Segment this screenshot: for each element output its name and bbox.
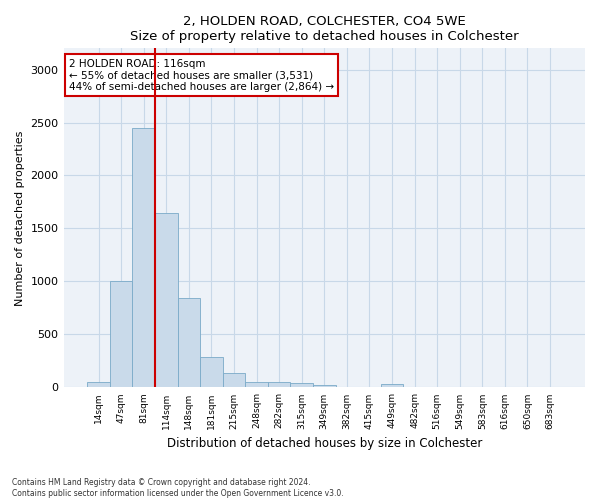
Bar <box>245 382 268 388</box>
Bar <box>381 384 403 388</box>
Bar <box>313 386 335 388</box>
Text: Contains HM Land Registry data © Crown copyright and database right 2024.
Contai: Contains HM Land Registry data © Crown c… <box>12 478 344 498</box>
Bar <box>223 372 245 388</box>
Bar <box>155 212 178 388</box>
Bar <box>268 382 290 388</box>
Bar <box>290 383 313 388</box>
Bar <box>200 356 223 388</box>
Title: 2, HOLDEN ROAD, COLCHESTER, CO4 5WE
Size of property relative to detached houses: 2, HOLDEN ROAD, COLCHESTER, CO4 5WE Size… <box>130 15 518 43</box>
Bar <box>335 387 358 388</box>
Bar <box>133 128 155 388</box>
X-axis label: Distribution of detached houses by size in Colchester: Distribution of detached houses by size … <box>167 437 482 450</box>
Bar <box>110 282 133 388</box>
Text: 2 HOLDEN ROAD: 116sqm
← 55% of detached houses are smaller (3,531)
44% of semi-d: 2 HOLDEN ROAD: 116sqm ← 55% of detached … <box>69 58 334 92</box>
Y-axis label: Number of detached properties: Number of detached properties <box>15 130 25 306</box>
Bar <box>87 382 110 388</box>
Bar <box>178 298 200 388</box>
